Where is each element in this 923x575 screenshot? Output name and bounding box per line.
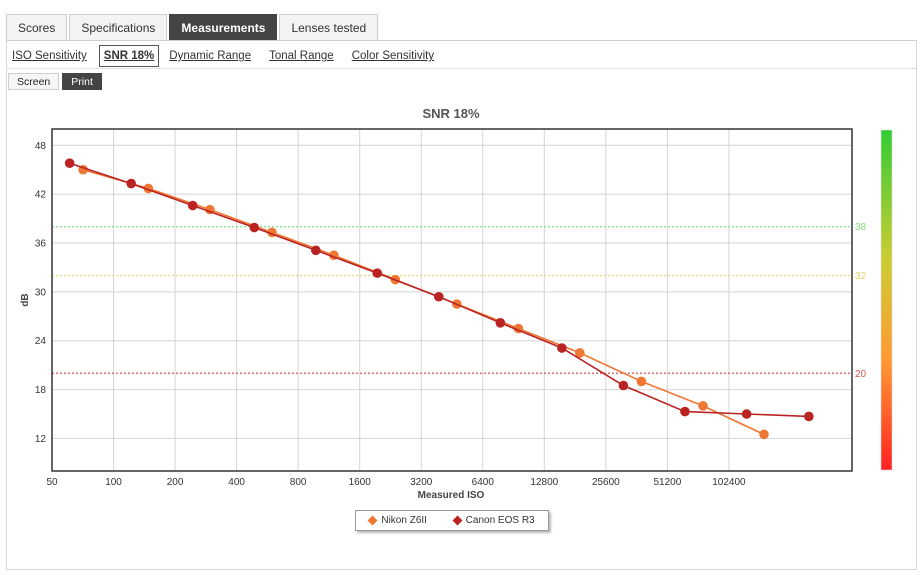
x-tick-label: 200 (167, 477, 184, 488)
print-button[interactable]: Print (62, 73, 102, 90)
data-point-1 (187, 200, 198, 211)
measurement-subtabs: ISO Sensitivity SNR 18% Dynamic Range To… (12, 45, 452, 67)
x-tick-label: 25600 (592, 477, 620, 488)
tab-lenses-tested[interactable]: Lenses tested (279, 14, 379, 40)
x-tick-label: 50 (46, 477, 58, 488)
tab-scores[interactable]: Scores (6, 14, 68, 40)
reference-line-label: 20 (855, 369, 867, 380)
legend-item-nikon[interactable]: Nikon Z6II (367, 515, 427, 526)
data-point-1 (680, 406, 690, 417)
data-point-1 (804, 411, 814, 422)
reference-line-label: 38 (855, 222, 867, 233)
y-axis-label: dB (20, 293, 31, 306)
x-tick-label: 6400 (472, 477, 495, 488)
subtab-color-sensitivity[interactable]: Color Sensitivity (351, 50, 435, 62)
legend-label-canon: Canon EOS R3 (465, 515, 535, 526)
data-point-1 (372, 268, 383, 278)
y-tick-label: 36 (35, 239, 47, 250)
series-line-1 (69, 162, 809, 418)
data-point-1 (126, 178, 136, 189)
y-tick-label: 30 (35, 287, 47, 298)
subtab-tonal-range[interactable]: Tonal Range (269, 50, 334, 62)
plot-border (51, 128, 853, 472)
x-axis-ticks: 50 100 200 400 800 1600 3200 6400 12800 25600 5120… (46, 477, 746, 488)
data-point-0 (636, 376, 647, 387)
chart-legend: Nikon Z6II Canon EOS R3 (355, 510, 549, 531)
series-line-0 (82, 168, 765, 436)
reference-line-label: 32 (855, 271, 867, 282)
subtab-iso-sensitivity[interactable]: ISO Sensitivity (12, 50, 87, 62)
data-point-1 (557, 343, 567, 353)
y-tick-label: 18 (35, 385, 47, 396)
y-tick-label: 48 (35, 141, 47, 152)
data-point-0 (698, 401, 708, 411)
x-tick-label: 800 (290, 477, 307, 488)
data-point-1 (741, 409, 752, 419)
legend-item-canon[interactable]: Canon EOS R3 (452, 515, 535, 526)
data-point-1 (311, 245, 321, 256)
subtab-dynamic-range[interactable]: Dynamic Range (169, 50, 252, 62)
x-axis-label: Measured ISO (418, 490, 485, 501)
color-scale-bar (880, 129, 893, 471)
y-tick-label: 24 (35, 336, 47, 347)
x-tick-label: 400 (228, 477, 245, 488)
y-axis-ticks: 12 18 24 30 36 42 48 (35, 141, 47, 445)
reference-lines: 38 32 20 (52, 222, 867, 380)
legend-marker-canon (452, 515, 463, 526)
x-tick-label: 102400 (712, 477, 746, 488)
data-point-0 (759, 429, 769, 440)
main-tabs: Scores Specifications Measurements Lense… (6, 14, 379, 40)
y-tick-label: 42 (35, 190, 47, 201)
x-tick-label: 12800 (530, 477, 558, 488)
y-tick-label: 12 (35, 434, 47, 445)
data-point-1 (249, 222, 260, 233)
data-point-0 (575, 348, 585, 358)
view-mode-toggle: Screen Print (8, 73, 102, 90)
chart-series (64, 158, 814, 440)
tab-measurements[interactable]: Measurements (169, 14, 278, 40)
tab-specifications[interactable]: Specifications (69, 14, 168, 40)
subtab-divider (6, 68, 917, 69)
data-point-1 (618, 380, 629, 391)
tab-divider (6, 40, 917, 41)
data-point-1 (495, 318, 506, 328)
x-tick-label: 100 (105, 477, 122, 488)
chart-title: SNR 18% (422, 106, 480, 121)
x-tick-label: 1600 (349, 477, 372, 488)
x-tick-label: 3200 (410, 477, 433, 488)
data-point-1 (64, 158, 75, 168)
legend-label-nikon: Nikon Z6II (381, 515, 427, 526)
screen-button[interactable]: Screen (8, 73, 60, 90)
content-frame (6, 40, 917, 570)
legend-marker-nikon (367, 515, 378, 526)
subtab-snr-18[interactable]: SNR 18% (98, 45, 160, 67)
chart-grid (52, 129, 852, 471)
x-tick-label: 51200 (653, 477, 681, 488)
data-point-1 (433, 291, 444, 302)
